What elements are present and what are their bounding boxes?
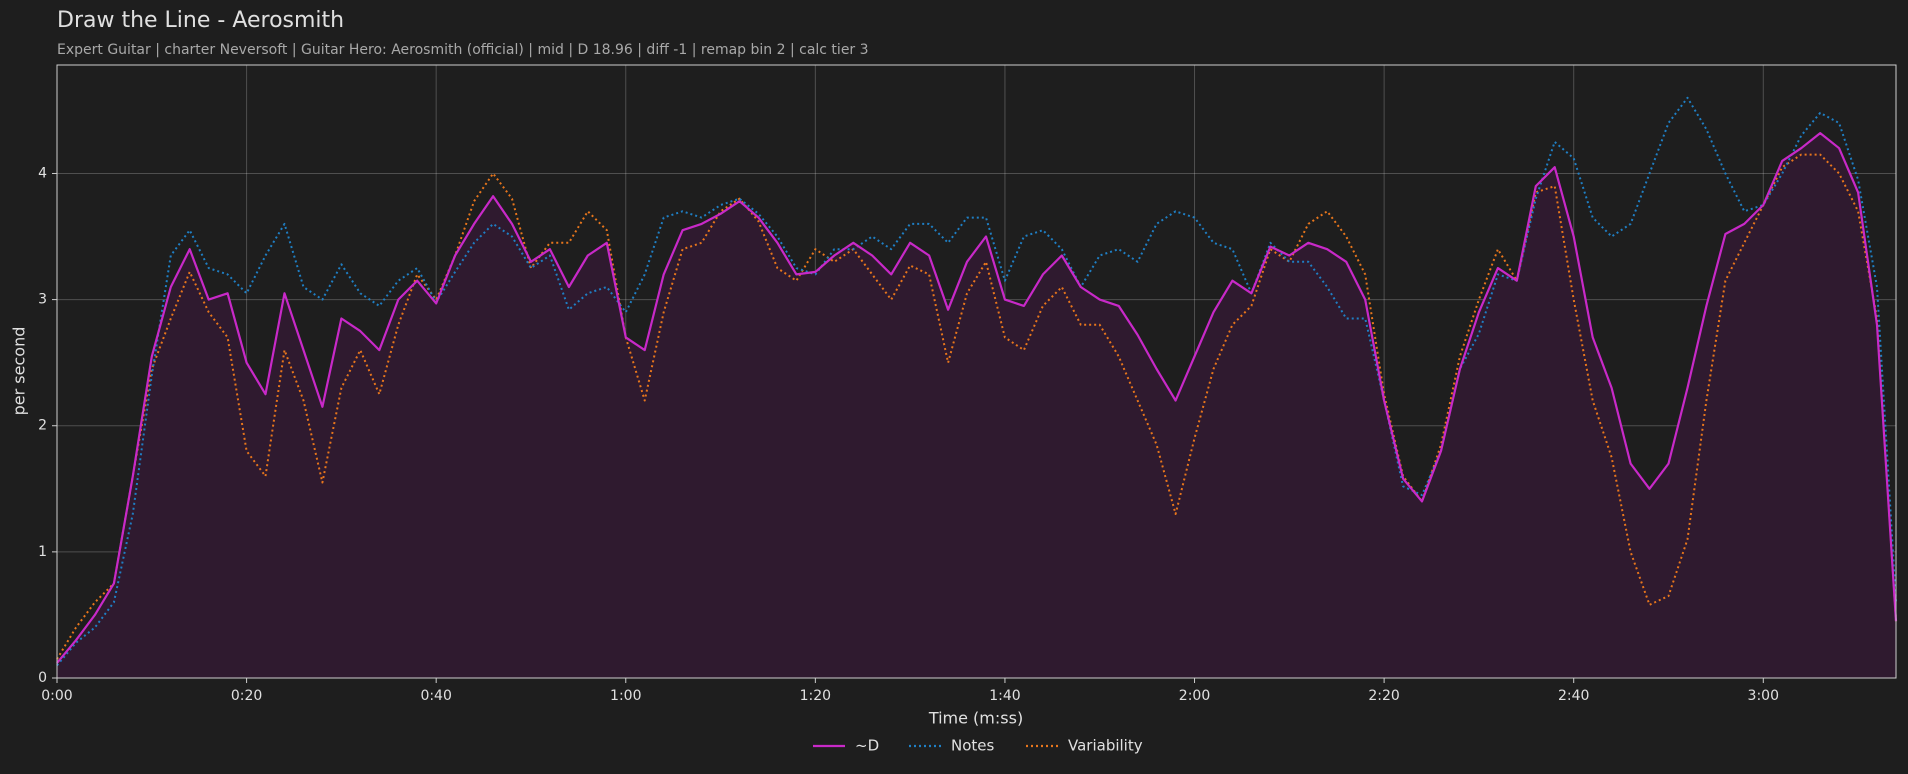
y-tick-label: 2 (38, 418, 47, 434)
line (56, 132, 1898, 664)
x-tick-label: 0:20 (231, 688, 262, 704)
chart-title: Draw the Line - Aerosmith (57, 8, 344, 33)
line (56, 96, 1897, 667)
legend-label: Notes (951, 737, 995, 755)
area (57, 133, 1896, 679)
x-tick-label: 3:00 (1748, 688, 1779, 704)
y-tick-label: 4 (38, 165, 47, 181)
x-axis-label: Time (m:ss) (928, 709, 1023, 728)
y-tick-label: 0 (38, 670, 47, 686)
legend-label: ~D (855, 737, 879, 755)
y-tick-label: 1 (38, 544, 47, 560)
line (56, 153, 1897, 660)
legend-label: Variability (1068, 737, 1143, 755)
plot-area: 0:00 0:20 0:40 1:00 1:20 1:40 2:00 2:20 2:40 3:00… (38, 64, 1898, 755)
x-tick-label: 1:20 (800, 688, 831, 704)
x-tick-label: 0:40 (420, 688, 451, 704)
x-tick-label: 2:00 (1179, 688, 1210, 704)
x-tick-label: 2:20 (1368, 688, 1399, 704)
x-tick-label: 1:00 (610, 688, 641, 704)
x-tick-label: 1:40 (989, 688, 1020, 704)
y-axis-label: per second (10, 327, 29, 416)
chart-subtitle: Expert Guitar | charter Neversoft | Guit… (57, 42, 869, 58)
x-tick-label: 0:00 (41, 688, 72, 704)
y-tick-label: 3 (38, 292, 47, 308)
plot-frame (56, 64, 1897, 679)
x-tick-label: 2:40 (1558, 688, 1589, 704)
